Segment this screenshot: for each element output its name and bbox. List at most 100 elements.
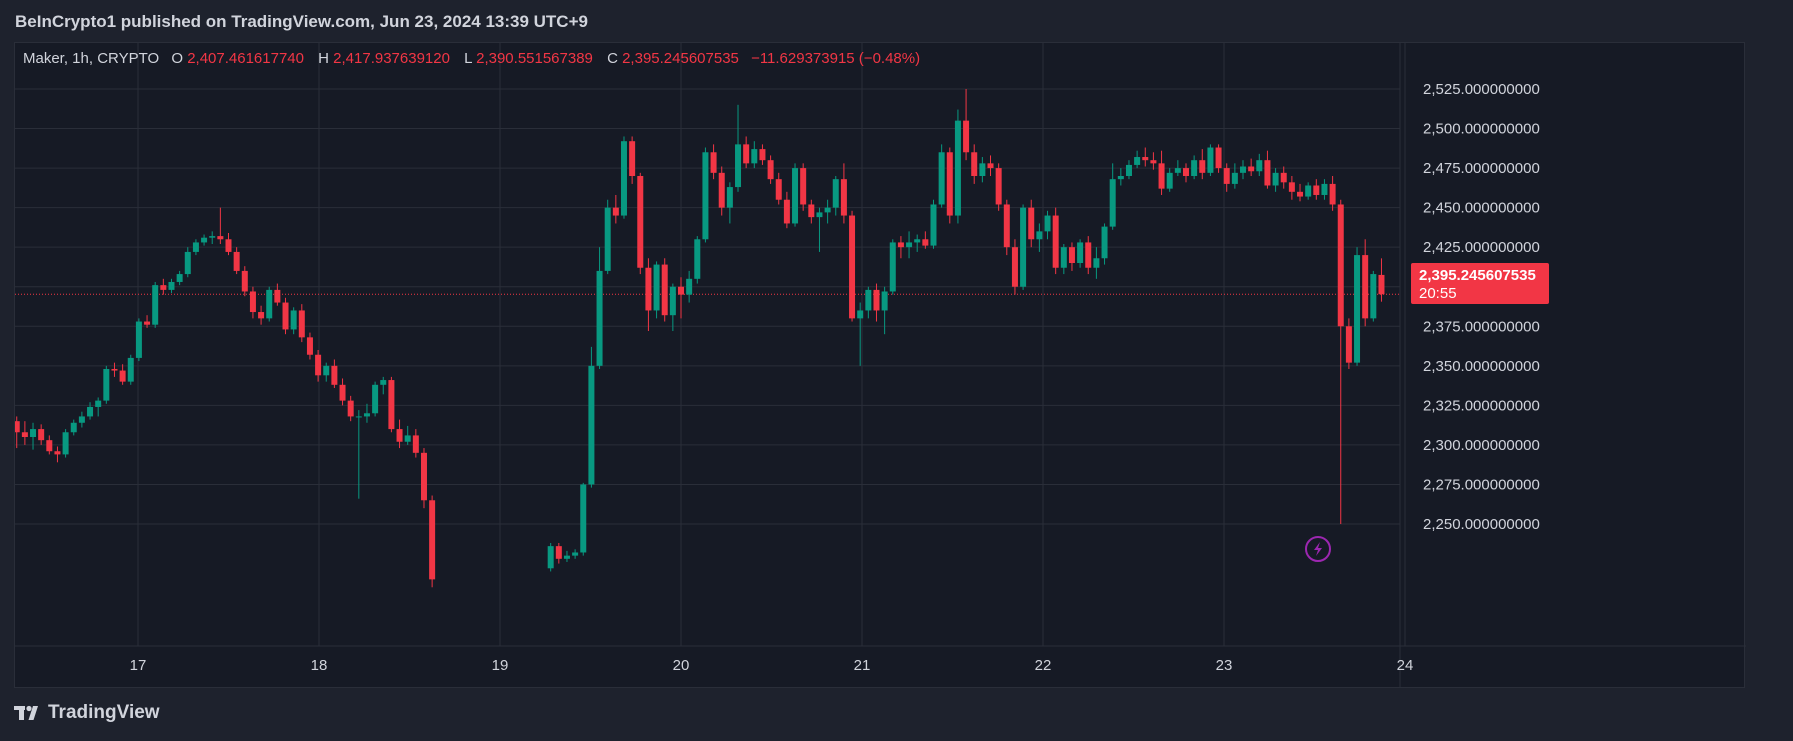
candle-up [103,365,110,404]
x-tick-label: 17 [130,657,147,674]
candle-up [184,247,191,278]
candles [15,89,1385,588]
candle-body [840,179,847,216]
candle-up [588,346,595,488]
ohlc-legend: Maker, 1h, CRYPTO O 2,407.461617740 H 2,… [23,50,920,67]
candle-down [1297,183,1304,202]
price-axis[interactable]: 2,250.000000000 2,275.000000000 2,300.0000… [1423,81,1540,533]
candle-down [274,283,281,306]
candle-down [800,163,807,211]
candle-down [987,155,994,176]
candle-up [653,261,660,319]
candle-body [588,365,595,485]
candle-body [168,281,175,290]
candle-down [783,191,790,229]
candle-body [1101,226,1108,259]
candle-body [718,172,725,208]
candle-down [1280,166,1287,189]
y-tick-label: 2,375.000000000 [1423,318,1540,335]
candle-up [881,286,888,335]
candle-body [1231,172,1238,184]
candle-body [1052,215,1059,268]
candle-body [547,546,554,569]
candle-body [1215,147,1222,169]
candle-body [429,500,436,580]
candle-body [661,264,668,316]
candle-body [15,421,20,433]
candle-down [1378,258,1385,302]
candle-down [347,395,354,422]
candle-down [678,277,684,319]
candlestick-chart[interactable]: 2,250.000000000 2,275.000000000 2,300.0000… [15,43,1746,689]
candle-body [1125,164,1132,176]
candle-down [1085,236,1092,275]
legend-close-label: C [607,50,618,67]
candle-down [412,429,419,458]
legend-low-value: 2,390.551567389 [476,50,593,67]
candle-body [62,432,69,455]
candle-down [1142,147,1149,167]
candle-up [751,141,758,169]
candle-down [1264,150,1271,189]
candle-body [922,239,929,246]
candle-body [653,264,660,311]
candle-body [946,152,953,216]
candle-body [1174,168,1181,173]
candle-down [119,364,126,385]
candle-up [323,362,330,382]
candle-body [987,163,994,169]
candle-up [152,281,159,328]
candle-up [906,231,913,259]
x-tick-label: 18 [311,657,328,674]
candle-up [78,411,85,428]
candle-up [547,542,554,572]
candle-body [1036,231,1043,240]
candle-down [1068,242,1075,271]
candle-down [1337,199,1344,524]
candle-up [938,144,945,208]
candle-body [1158,163,1165,189]
candle-body [54,451,61,455]
candle-down [1248,158,1255,176]
candle-up [580,482,587,556]
candle-up [1101,223,1108,265]
candle-body [629,141,636,176]
tradingview-logo[interactable]: TradingView [14,702,160,724]
candle-up [176,270,183,286]
candle-body [249,291,256,313]
lightning-icon[interactable] [1305,536,1331,562]
candle-body [87,406,94,417]
tradingview-logo-icon [14,705,38,720]
candle-up [824,199,831,224]
candle-down [775,172,782,205]
candle-up [1044,210,1051,240]
candle-down [339,378,346,406]
y-tick-label: 2,250.000000000 [1423,516,1540,533]
candle-down [1011,239,1018,295]
candle-body [954,120,961,216]
candle-body [209,236,216,238]
legend-open-label: O [171,50,183,67]
candle-body [144,321,151,325]
candle-down [759,144,766,165]
chart-frame[interactable]: 2,250.000000000 2,275.000000000 2,300.0000… [14,42,1746,689]
candle-down [225,232,232,256]
candle-body [767,160,774,180]
x-tick-label: 21 [854,657,871,674]
candle-body [258,312,265,319]
candle-body [873,289,880,311]
time-axis[interactable]: 17 18 19 20 21 22 23 24 [130,657,1414,674]
candle-body [702,152,709,240]
candle-body [1280,172,1287,183]
candle-down [1313,179,1320,200]
candle-body [1370,274,1377,319]
candle-down [743,136,750,169]
candle-body [119,370,126,382]
candle-up [1134,150,1141,169]
candle-body [1313,185,1320,195]
candle-up [914,234,921,252]
candle-down [1158,150,1165,195]
candle-body [1117,176,1124,180]
candle-down [767,155,774,184]
candle-body [1362,255,1369,319]
